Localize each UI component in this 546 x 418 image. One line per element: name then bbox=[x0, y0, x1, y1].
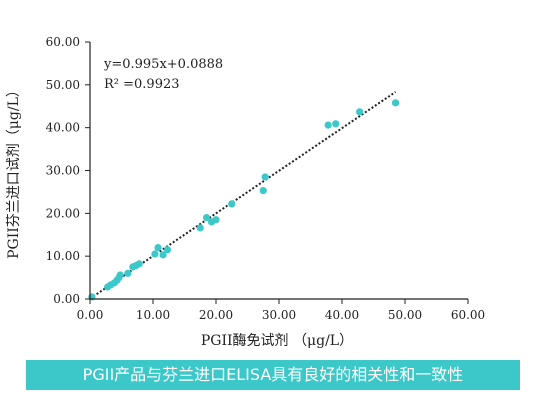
data-point bbox=[159, 251, 167, 259]
x-tick-label: 20.00 bbox=[199, 308, 233, 322]
data-point bbox=[259, 187, 267, 195]
data-point bbox=[163, 246, 172, 254]
x-tick-label: 60.00 bbox=[451, 308, 485, 322]
x-tick-label: 40.00 bbox=[325, 308, 359, 322]
y-tick-label: 0.00 bbox=[53, 292, 80, 306]
scatter-chart: 0.00 10.00 20.00 30.00 40.00 50.00 60.00 0.00 1… bbox=[6, 35, 485, 349]
data-point bbox=[154, 244, 162, 252]
equation-annotation: y=0.995x+0.0888 bbox=[103, 57, 223, 72]
x-tick-label: 0.00 bbox=[77, 308, 104, 322]
data-point bbox=[332, 120, 340, 128]
x-tick-label: 30.00 bbox=[262, 308, 296, 322]
y-tick-label: 30.00 bbox=[46, 164, 80, 178]
data-point bbox=[228, 200, 236, 208]
y-tick-label: 10.00 bbox=[46, 249, 80, 263]
data-point bbox=[324, 121, 332, 129]
x-tick-label: 50.00 bbox=[388, 308, 422, 322]
data-point bbox=[135, 260, 143, 268]
data-point bbox=[212, 216, 220, 224]
x-tick-label: 10.00 bbox=[136, 308, 170, 322]
data-point bbox=[124, 269, 132, 277]
data-point bbox=[151, 250, 159, 258]
data-point bbox=[196, 224, 204, 232]
data-point bbox=[202, 214, 211, 222]
data-point bbox=[116, 271, 124, 279]
r-squared-annotation: R² =0.9923 bbox=[104, 77, 180, 92]
y-tick-label: 20.00 bbox=[46, 206, 80, 220]
data-point bbox=[356, 108, 364, 116]
y-axis-title: PGII芬兰进口试剂（μg/L） bbox=[6, 83, 22, 259]
y-tick-label: 60.00 bbox=[46, 35, 80, 49]
data-point bbox=[391, 99, 400, 107]
x-axis-title: PGII酶免试剂 （μg/L） bbox=[201, 333, 353, 349]
y-tick-label: 50.00 bbox=[46, 78, 80, 92]
caption-banner: PGII产品与芬兰进口ELISA具有良好的相关性和一致性 bbox=[26, 360, 520, 390]
data-point bbox=[261, 173, 269, 181]
y-tick-label: 40.00 bbox=[46, 121, 80, 135]
